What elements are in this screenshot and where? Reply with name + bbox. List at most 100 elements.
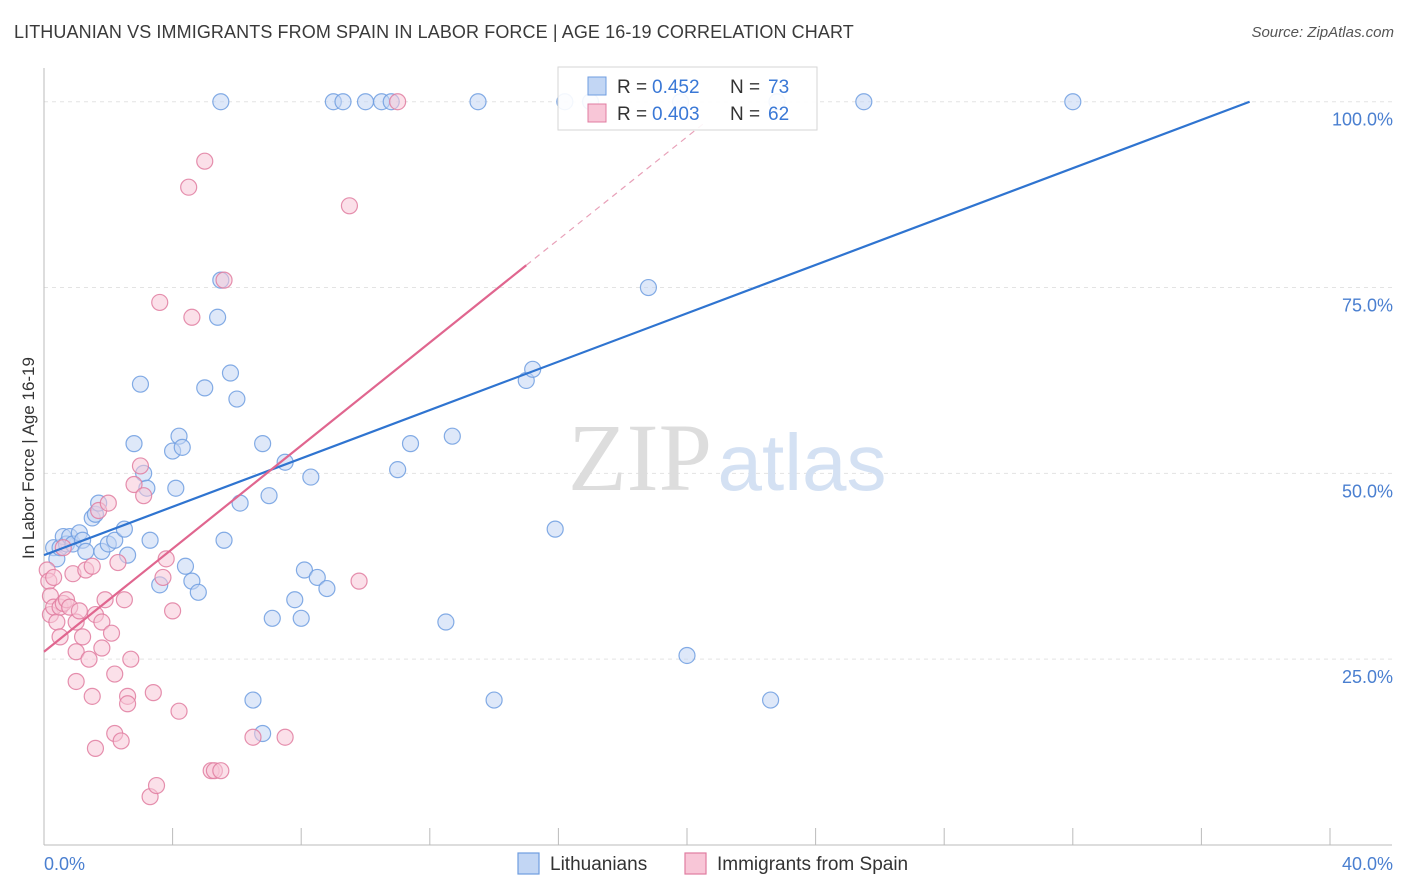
point-s0-62 <box>546 520 564 538</box>
point-s1-41 <box>154 568 172 587</box>
series-legend-label-1: Immigrants from Spain <box>717 854 908 875</box>
gridlines <box>44 101 1392 660</box>
legend-r-label-1: R = <box>617 104 647 125</box>
point-s0-31 <box>196 379 214 397</box>
trend-spain-extension <box>525 123 704 266</box>
point-s1-53 <box>276 728 294 746</box>
point-s0-58 <box>469 93 487 111</box>
point-s0-34 <box>215 531 233 549</box>
point-s1-32 <box>118 695 137 713</box>
point-s1-58 <box>83 557 101 575</box>
point-s0-51 <box>356 93 375 111</box>
point-s0-37 <box>231 494 249 512</box>
point-s0-59 <box>485 691 503 709</box>
legend-n-value-1: 62 <box>768 104 789 125</box>
point-s0-41 <box>263 609 281 627</box>
point-s0-57 <box>443 427 461 445</box>
point-s1-40 <box>151 293 169 312</box>
point-s1-52 <box>244 728 262 746</box>
point-s0-55 <box>401 435 420 453</box>
point-s1-18 <box>83 687 101 705</box>
point-s1-15 <box>73 628 92 646</box>
point-s1-54 <box>340 197 359 215</box>
point-s0-68 <box>761 691 780 709</box>
point-s0-30 <box>189 583 207 601</box>
point-s0-48 <box>318 579 336 598</box>
chart-title: LITHUANIAN VS IMMIGRANTS FROM SPAIN IN L… <box>14 22 854 42</box>
point-s0-65 <box>639 278 658 297</box>
point-s1-22 <box>93 639 111 657</box>
point-s1-24 <box>96 591 114 609</box>
point-s1-55 <box>350 572 368 590</box>
series-legend-swatch-0 <box>517 852 540 875</box>
data-points <box>38 93 1082 806</box>
point-s1-17 <box>80 650 98 668</box>
point-s1-36 <box>135 487 153 505</box>
point-s0-46 <box>302 468 320 486</box>
point-s1-25 <box>99 494 117 512</box>
point-s1-51 <box>215 271 233 289</box>
point-s0-28 <box>176 557 195 575</box>
point-s0-19 <box>131 375 150 393</box>
trend-lines <box>43 100 1251 653</box>
point-s1-47 <box>196 152 214 170</box>
point-s0-56 <box>437 613 455 631</box>
x-tick-label-right: 40.0% <box>1342 854 1393 874</box>
point-s0-35 <box>221 364 240 382</box>
point-s0-43 <box>286 591 304 609</box>
point-s1-26 <box>102 624 121 642</box>
point-s0-67 <box>678 646 696 665</box>
legend-swatch-1 <box>587 103 607 123</box>
series-legend: Lithuanians Immigrants from Spain <box>517 852 908 875</box>
watermark: ZIP atlas <box>568 404 886 511</box>
point-s1-46 <box>183 308 201 326</box>
point-s0-32 <box>209 308 227 326</box>
chart-source: Source: ZipAtlas.com <box>1251 24 1394 41</box>
correlation-legend: R = 0.452 N = 73 R = 0.403 N = 62 <box>557 66 818 131</box>
y-tick-label-2: 75.0% <box>1342 296 1393 316</box>
point-s1-45 <box>180 178 198 196</box>
point-s1-13 <box>67 643 85 661</box>
point-s1-56 <box>389 93 407 111</box>
point-s1-5 <box>48 613 66 631</box>
point-s1-35 <box>131 457 150 475</box>
point-s0-15 <box>106 531 124 549</box>
point-s1-29 <box>109 553 127 572</box>
point-s1-39 <box>147 776 166 795</box>
point-s1-38 <box>144 684 162 702</box>
point-s0-44 <box>292 609 310 627</box>
point-s0-54 <box>389 461 407 479</box>
trend-lithuanians <box>43 100 1251 557</box>
point-s1-20 <box>86 739 105 757</box>
y-axis-label: In Labor Force | Age 16-19 <box>19 357 38 559</box>
y-tick-label-0: 25.0% <box>1342 667 1393 687</box>
point-s0-27 <box>173 438 191 456</box>
point-s1-33 <box>122 650 140 668</box>
point-s0-9 <box>77 542 95 561</box>
point-s1-30 <box>115 591 133 609</box>
point-s0-16 <box>115 520 133 538</box>
legend-n-value-0: 73 <box>768 77 789 98</box>
point-s1-27 <box>106 665 124 683</box>
point-s0-18 <box>125 435 143 453</box>
point-s1-34 <box>125 475 143 494</box>
point-s0-22 <box>141 531 159 549</box>
point-s0-36 <box>228 390 246 408</box>
axes <box>43 68 1392 846</box>
point-s1-50 <box>212 762 230 780</box>
legend-n-label-0: N = <box>730 77 760 98</box>
legend-r-value-1: 0.403 <box>652 104 700 125</box>
point-s0-70 <box>855 93 873 111</box>
point-s0-38 <box>244 691 262 709</box>
legend-r-value-0: 0.452 <box>652 77 700 98</box>
watermark-atlas: atlas <box>718 418 887 507</box>
point-s0-50 <box>334 93 352 111</box>
point-s0-25 <box>167 479 185 497</box>
point-s1-44 <box>170 702 188 720</box>
y-tick-label-1: 50.0% <box>1342 481 1393 501</box>
point-s0-39 <box>254 435 272 453</box>
legend-swatch-0 <box>587 76 607 96</box>
point-s1-14 <box>70 602 88 620</box>
tick-labels: 25.0% 50.0% 75.0% 100.0% 0.0% 40.0% <box>44 110 1393 874</box>
